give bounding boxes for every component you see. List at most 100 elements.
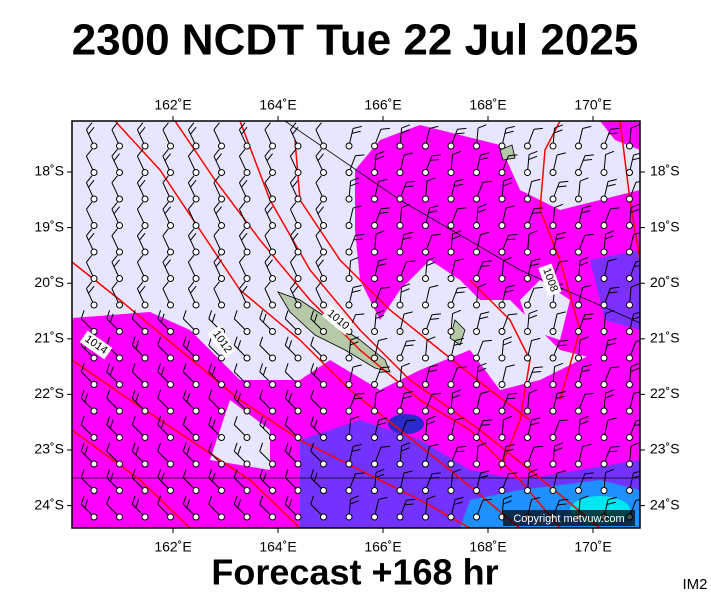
barb-feather (431, 392, 441, 395)
barb-station (141, 381, 149, 388)
barb-feather (182, 310, 187, 319)
barb-feather (157, 495, 162, 505)
barb-station (294, 142, 302, 150)
barb-station (90, 460, 98, 468)
barb-feather (508, 233, 518, 236)
barb-feather (88, 126, 95, 135)
barb-station (575, 275, 582, 282)
barb-station (396, 381, 404, 388)
barb-station (473, 460, 480, 468)
barb-station (345, 407, 353, 415)
wind-barb (259, 310, 276, 335)
barb-station (116, 381, 123, 388)
barb-feather (528, 468, 538, 474)
wind-barb (345, 364, 362, 388)
barb-feather (317, 153, 324, 162)
barb-feather (406, 339, 416, 342)
barb-feather (208, 310, 213, 319)
barb-feather (380, 127, 390, 130)
barb-feather (111, 254, 118, 263)
barb-station (473, 275, 480, 282)
barb-feather (160, 366, 165, 376)
barb-station (243, 222, 251, 229)
barb-station (90, 381, 98, 388)
barb-station (116, 222, 123, 229)
barb-feather (315, 281, 322, 289)
barb-feather (290, 175, 297, 183)
wind-barb (289, 122, 302, 150)
wind-barb (85, 201, 98, 229)
barb-station (575, 381, 582, 388)
barb-feather (211, 472, 216, 482)
wind-barb (157, 363, 174, 388)
barb-feather (239, 175, 246, 183)
barb-station (371, 328, 378, 335)
barb-feather (290, 201, 297, 210)
wind-barb (264, 148, 276, 176)
barb-feather (482, 498, 492, 501)
barb-feather (353, 238, 363, 241)
barb-station (498, 487, 506, 494)
barb-station (243, 381, 251, 388)
barb-station (320, 222, 327, 229)
wind-barb (310, 389, 327, 415)
wind-barb (422, 205, 439, 229)
barb-feather (429, 284, 439, 288)
barb-feather (429, 443, 439, 447)
barb-station (422, 169, 429, 176)
barb-feather (86, 175, 93, 183)
barb-station (422, 301, 429, 309)
barb-feather (426, 420, 436, 426)
wind-barb (106, 310, 123, 335)
barb-feather (284, 389, 289, 399)
wind-barb (371, 207, 390, 229)
wind-barb (549, 311, 566, 335)
barb-feather (480, 231, 490, 235)
wind-barb (473, 311, 490, 335)
wind-barb (182, 389, 200, 415)
wind-barb (80, 363, 98, 388)
calm-region (210, 400, 270, 470)
barb-feather (579, 256, 589, 262)
barb-feather (477, 362, 487, 368)
barb-station (371, 381, 378, 388)
barb-station (243, 513, 251, 521)
barb-feather (262, 313, 267, 323)
barb-feather (182, 469, 187, 478)
barb-feather (292, 179, 299, 188)
wind-barb (213, 175, 225, 203)
wind-barb (208, 416, 225, 441)
barb-feather (186, 340, 191, 349)
barb-feather (80, 389, 85, 399)
lat-label: 19˚S (650, 218, 680, 234)
barb-feather (355, 392, 365, 395)
barb-station (141, 222, 149, 229)
wind-barb (498, 472, 518, 494)
barb-feather (106, 495, 111, 505)
wind-barb (549, 203, 564, 229)
barb-station (192, 460, 200, 468)
barb-feather (505, 125, 515, 129)
lon-label: 170˚E (574, 97, 611, 113)
wind-barb (131, 469, 149, 494)
barb-feather (349, 182, 359, 187)
barb-feather (137, 201, 144, 210)
wind-barb (549, 390, 566, 415)
wind-barb (626, 152, 640, 176)
lon-label: 164˚E (259, 97, 296, 113)
wind-barb (575, 125, 592, 150)
wind-barb (80, 389, 98, 415)
barb-feather (480, 311, 490, 315)
wind-barb (284, 416, 302, 441)
barb-feather (426, 336, 436, 341)
barb-feather (556, 311, 566, 315)
barb-feather (160, 419, 165, 429)
wind-barb (396, 124, 411, 150)
barb-feather (233, 310, 238, 319)
barb-feather (259, 336, 264, 346)
barb-station (447, 487, 455, 494)
barb-station (269, 354, 276, 362)
barb-feather (157, 416, 162, 425)
barb-station (447, 222, 455, 229)
barb-station (345, 381, 353, 388)
